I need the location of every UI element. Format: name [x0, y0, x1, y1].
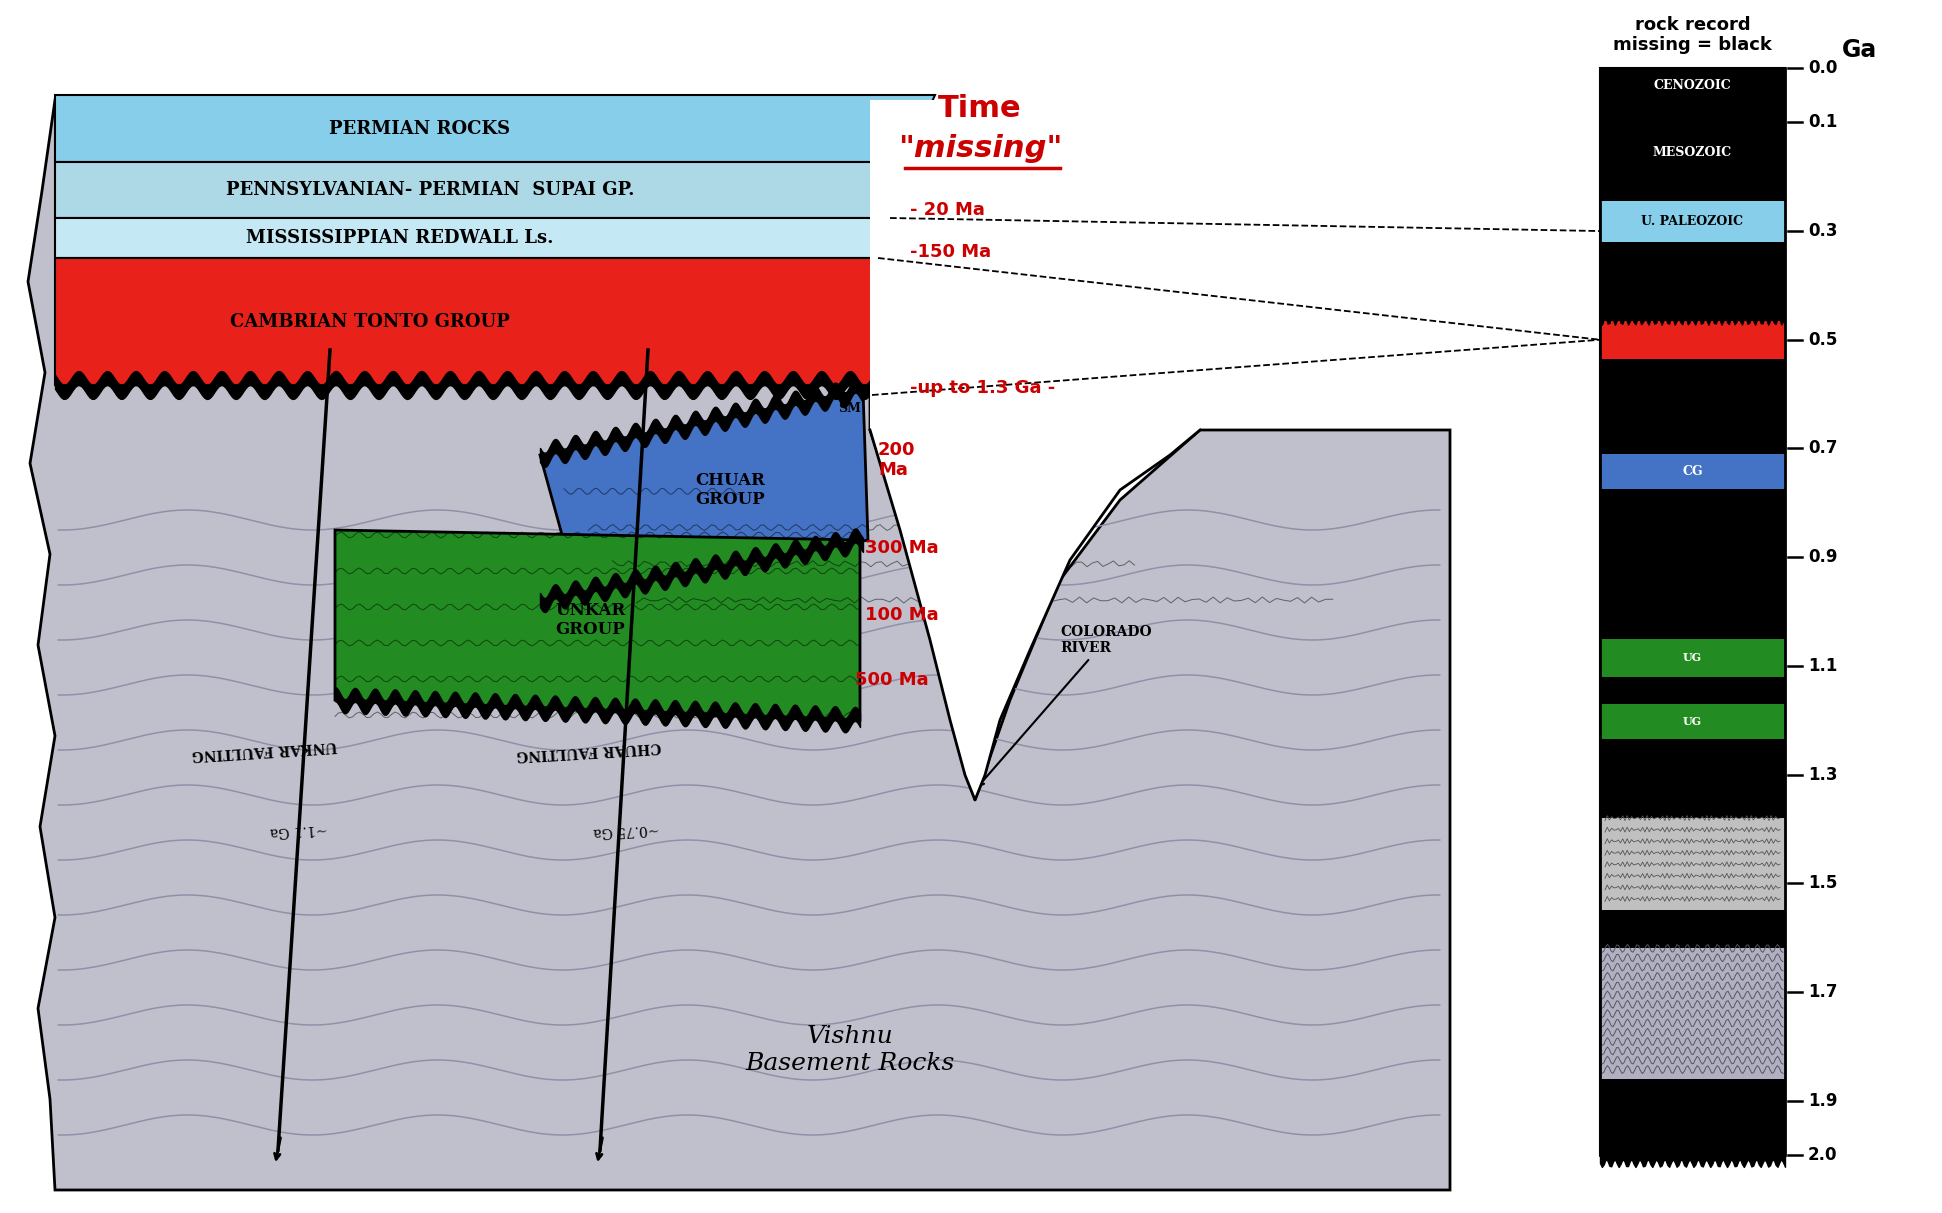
Text: UG: UG [1684, 716, 1701, 727]
Text: 200
Ma: 200 Ma [878, 440, 915, 479]
Text: 0.9: 0.9 [1808, 548, 1837, 566]
Text: Time: Time [938, 93, 1021, 123]
Text: MESOZOIC: MESOZOIC [1653, 146, 1732, 159]
Text: 0.5: 0.5 [1808, 331, 1837, 349]
Bar [1600, 489, 1785, 639]
Text: CAMBRIAN TONTO GROUP: CAMBRIAN TONTO GROUP [229, 313, 511, 330]
Text: Ga: Ga [1843, 38, 1878, 62]
Polygon shape [336, 530, 860, 721]
Polygon shape [54, 95, 934, 163]
Bar [1600, 359, 1785, 454]
Text: rock record
missing = black: rock record missing = black [1614, 16, 1771, 55]
Bar [1600, 911, 1785, 949]
Bar [1600, 68, 1785, 1155]
Text: -up to 1.3 Ga -: -up to 1.3 Ga - [911, 378, 1055, 397]
Text: ~0.75 Ga: ~0.75 Ga [592, 821, 660, 839]
Text: SM: SM [839, 402, 862, 415]
Bar [1600, 818, 1785, 911]
Text: 2.0: 2.0 [1808, 1146, 1837, 1164]
Text: MISSISSIPPIAN REDWALL Ls.: MISSISSIPPIAN REDWALL Ls. [247, 229, 553, 247]
Text: 0.0: 0.0 [1808, 59, 1837, 76]
Text: CHUAR
GROUP: CHUAR GROUP [695, 472, 765, 508]
Text: PENNSYLVANIAN- PERMIAN  SUPAI GP.: PENNSYLVANIAN- PERMIAN SUPAI GP. [225, 181, 635, 199]
Text: PERMIAN ROCKS: PERMIAN ROCKS [330, 120, 511, 137]
Text: CHUAR FAULTING: CHUAR FAULTING [517, 739, 662, 762]
Text: 1.9: 1.9 [1808, 1092, 1837, 1110]
Bar [1600, 68, 1785, 103]
Text: UNKAR
GROUP: UNKAR GROUP [555, 602, 625, 638]
Bar [1600, 241, 1785, 320]
Bar [1600, 739, 1785, 818]
Text: 300 Ma: 300 Ma [864, 539, 938, 557]
Text: ~1.1 Ga: ~1.1 Ga [270, 821, 328, 839]
Text: UNKAR FAULTING: UNKAR FAULTING [190, 739, 338, 762]
Text: "missing": "missing" [897, 133, 1062, 163]
Text: COLORADO
RIVER: COLORADO RIVER [979, 625, 1152, 786]
Text: Vishnu
Basement Rocks: Vishnu Basement Rocks [746, 1025, 955, 1075]
Bar [1600, 639, 1785, 677]
Text: CG: CG [1682, 465, 1703, 478]
Polygon shape [540, 391, 868, 600]
Bar [1600, 320, 1785, 359]
Bar [1600, 677, 1785, 704]
Bar [1600, 704, 1785, 739]
Bar [1600, 949, 1785, 1078]
Polygon shape [54, 258, 878, 385]
Bar [1600, 1078, 1785, 1155]
Bar [1600, 454, 1785, 489]
Text: 1.1: 1.1 [1808, 657, 1837, 674]
Text: 500 Ma: 500 Ma [854, 671, 928, 689]
Polygon shape [27, 99, 1451, 1190]
Polygon shape [54, 163, 905, 218]
Text: 100 Ma: 100 Ma [864, 606, 938, 623]
Text: 1.7: 1.7 [1808, 983, 1837, 1001]
Bar [1600, 68, 1785, 1155]
Text: UG: UG [1684, 653, 1701, 664]
Text: CENOZOIC: CENOZOIC [1655, 79, 1732, 92]
Text: -150 Ma: -150 Ma [911, 243, 990, 261]
Text: 1.3: 1.3 [1808, 765, 1837, 784]
Text: U. PALEOZOIC: U. PALEOZOIC [1641, 215, 1744, 228]
Text: 0.1: 0.1 [1808, 113, 1837, 131]
Bar [1600, 201, 1785, 241]
Polygon shape [870, 99, 1200, 801]
Text: 1.5: 1.5 [1808, 875, 1837, 893]
Text: 0.3: 0.3 [1808, 222, 1837, 240]
Text: 0.7: 0.7 [1808, 439, 1837, 457]
Bar [1600, 103, 1785, 201]
Text: - 20 Ma: - 20 Ma [911, 201, 985, 220]
Polygon shape [54, 218, 889, 258]
